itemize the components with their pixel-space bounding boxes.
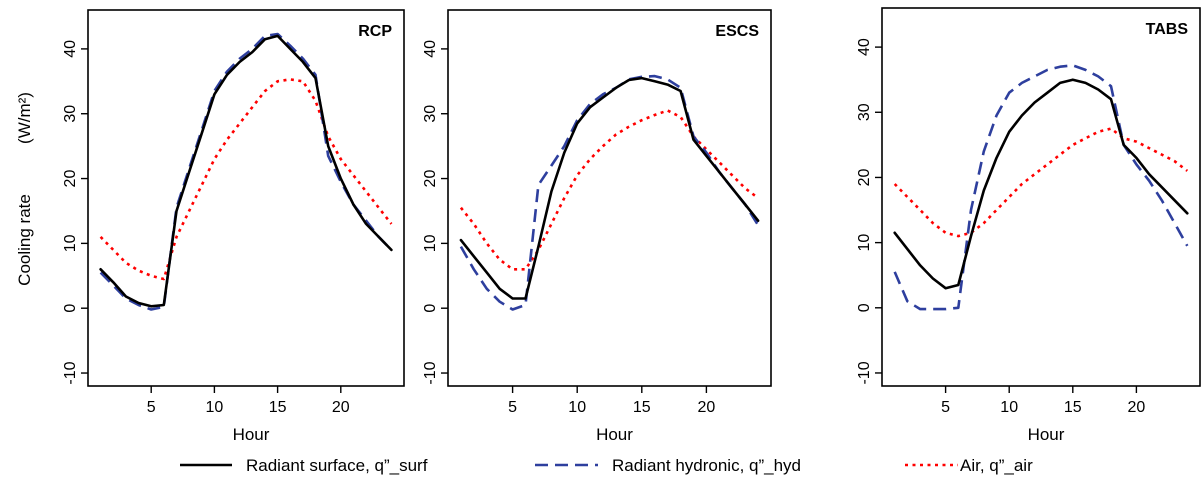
legend-item: Radiant surface, q”_surf: [180, 456, 428, 475]
y-tick-label: -10: [856, 361, 873, 384]
x-tick-label: 15: [1064, 399, 1082, 416]
series-line-surface: [893, 78, 1189, 290]
series-line-air: [893, 127, 1189, 238]
series-line-surface: [459, 76, 760, 300]
x-axis-label: Hour: [233, 425, 270, 444]
x-axis-label: Hour: [596, 425, 633, 444]
y-tick-label: 0: [62, 304, 79, 313]
y-axis-label: Cooling rate: [15, 194, 34, 286]
x-tick-label: 15: [633, 399, 651, 416]
series-line-hydronic: [459, 74, 760, 311]
x-tick-label: 5: [941, 399, 950, 416]
panel-title: RCP: [358, 23, 392, 40]
plot-frame: [447, 9, 772, 387]
chart-panel-rcp: 5 10 15 20 -10 0 10 20 30 40 Hour RCP Cooling rate (W…: [15, 9, 405, 444]
x-tick-label: 10: [568, 399, 586, 416]
y-tick-label: 40: [62, 40, 79, 58]
panel-title: ESCS: [715, 23, 759, 40]
y-tick-label: 20: [856, 168, 873, 186]
series-line-air: [459, 109, 759, 271]
y-tick-label: -10: [62, 361, 79, 384]
y-tick-label: 40: [422, 40, 439, 58]
chart-panel-escs: 5 10 15 20 -10 0 10 20 30 40 Hour ESCS: [422, 9, 772, 444]
panel-title: TABS: [1146, 21, 1189, 38]
x-tick-label: 5: [147, 399, 156, 416]
x-tick-label: 5: [508, 399, 517, 416]
series-line-hydronic: [99, 32, 393, 311]
y-tick-label: 10: [62, 234, 79, 252]
y-tick-label: 20: [422, 170, 439, 188]
x-tick-label: 10: [206, 399, 224, 416]
y-axis-unit: (W/m²): [15, 92, 34, 144]
y-tick-label: 30: [62, 105, 79, 123]
y-tick-label: 0: [856, 303, 873, 312]
legend-item: Radiant hydronic, q”_hyd: [535, 456, 801, 475]
y-tick-label: 40: [856, 38, 873, 56]
plot-frame: [87, 9, 405, 387]
y-tick-label: 30: [856, 103, 873, 121]
series-line-air: [99, 78, 393, 281]
chart-panel-tabs: 5 10 15 20 -10 0 10 20 30 40 Hour TABS: [856, 7, 1201, 444]
legend-label: Radiant surface, q”_surf: [246, 456, 428, 475]
x-tick-label: 20: [698, 399, 716, 416]
y-tick-label: 10: [856, 234, 873, 252]
y-tick-label: 30: [422, 105, 439, 123]
x-tick-label: 20: [1128, 399, 1146, 416]
y-tick-label: -10: [422, 361, 439, 384]
plot-frame: [881, 7, 1201, 387]
legend-item: Air, q”_air: [905, 456, 1033, 475]
legend: Radiant surface, q”_surf Radiant hydronic…: [180, 456, 1033, 475]
series-line-surface: [99, 34, 393, 308]
x-axis-label: Hour: [1028, 425, 1065, 444]
series-line-hydronic: [893, 64, 1189, 311]
y-tick-label: 0: [422, 304, 439, 313]
legend-label: Radiant hydronic, q”_hyd: [612, 456, 801, 475]
y-tick-label: 20: [62, 170, 79, 188]
x-tick-label: 10: [1000, 399, 1018, 416]
x-tick-label: 15: [269, 399, 287, 416]
y-tick-label: 10: [422, 234, 439, 252]
x-tick-label: 20: [332, 399, 350, 416]
legend-label: Air, q”_air: [960, 456, 1033, 475]
